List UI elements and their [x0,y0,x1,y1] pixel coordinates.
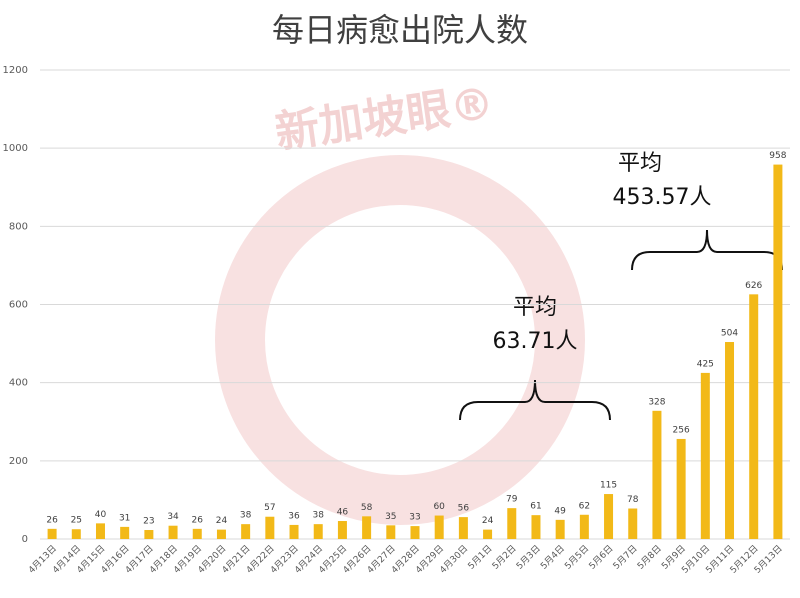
y-tick-label: 200 [9,456,28,467]
value-label: 62 [579,501,590,511]
bar [652,410,662,539]
bar [725,342,735,539]
annotation: 平均 [513,295,557,320]
bar [120,526,130,539]
value-label: 958 [769,151,786,161]
bar [289,524,299,539]
x-tick-label: 5月3日 [514,543,543,572]
bar [434,515,444,539]
bar [241,524,251,539]
bar [749,294,759,539]
bar [676,438,686,539]
y-tick-label: 400 [9,378,28,389]
bar [95,523,105,539]
bar [216,529,226,539]
value-label: 38 [240,511,252,521]
value-label: 40 [95,510,107,520]
bar [531,515,541,539]
value-label: 35 [385,512,396,522]
bar [410,526,420,539]
y-tick-label: 600 [9,300,28,311]
x-tick-label: 5月2日 [490,543,519,572]
bar [773,164,783,539]
x-tick-label: 5月7日 [611,543,640,572]
value-label: 504 [721,329,738,339]
value-label: 26 [192,515,204,525]
x-tick-label: 5月8日 [635,543,664,572]
bar [144,530,154,539]
bar [604,494,614,539]
bar [483,529,493,539]
x-tick-label: 5月1日 [466,543,495,572]
y-tick-label: 0 [22,534,28,545]
value-label: 26 [46,515,58,525]
value-label: 31 [119,513,130,523]
x-tick-label: 5月6日 [587,543,616,572]
bar [507,508,517,539]
annotation: 453.57人 [613,185,712,210]
bar [47,528,57,539]
value-label: 33 [409,513,420,523]
bar [71,529,81,539]
value-label: 256 [673,425,690,435]
value-label: 36 [288,511,300,521]
value-label: 38 [312,511,324,521]
value-label: 24 [216,516,228,526]
y-tick-label: 1000 [3,143,28,154]
value-label: 626 [745,281,762,291]
value-label: 61 [530,502,541,512]
watermark-logo [215,155,585,525]
bar [579,514,589,539]
value-label: 46 [337,508,349,518]
value-label: 24 [482,516,494,526]
value-label: 60 [433,502,445,512]
value-label: 23 [143,517,154,527]
bar [628,508,638,539]
value-label: 25 [71,516,82,526]
bar [192,528,202,539]
annotation: 63.71人 [493,329,578,354]
value-label: 425 [697,359,714,369]
bracket [631,229,783,271]
value-label: 79 [506,495,518,505]
y-tick-label: 800 [9,221,28,232]
chart-title: 每日病愈出院人数 [272,11,528,49]
bar [700,372,710,539]
y-tick-label: 1200 [3,65,28,76]
value-label: 328 [648,397,665,407]
value-label: 34 [167,512,179,522]
bar [458,517,468,539]
bar [265,516,275,539]
value-label: 57 [264,503,275,513]
bar [337,521,347,539]
value-label: 58 [361,503,373,513]
bracket [459,379,611,421]
bar [168,525,178,539]
watermark: 新加坡眼® [272,78,497,159]
x-tick-label: 5月4日 [538,543,567,572]
value-label: 49 [554,506,566,516]
bar [313,524,323,539]
bar [362,516,372,539]
bar [386,525,396,539]
annotation: 平均 [618,151,662,176]
bar [555,519,565,539]
x-tick-label: 5月5日 [563,543,592,572]
value-label: 56 [458,504,470,514]
value-label: 115 [600,481,617,491]
value-label: 78 [627,495,639,505]
